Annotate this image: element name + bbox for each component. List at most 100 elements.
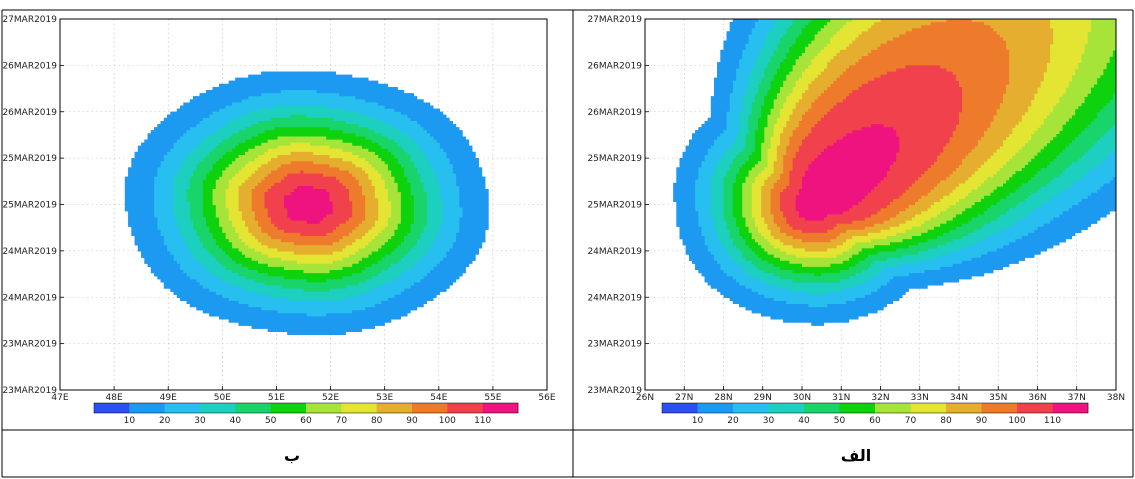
panel-caption-ba: ب	[284, 446, 300, 465]
x-tick-label: 50E	[214, 393, 231, 403]
colorbar-tick-label: 40	[230, 416, 242, 426]
colorbar-frame	[661, 402, 1089, 414]
y-tick-label: 26MAR2019	[587, 108, 642, 118]
x-tick-label: 51E	[268, 393, 285, 403]
y-tick-label: 24MAR2019	[587, 247, 642, 257]
colorbar-swatch	[839, 403, 876, 413]
colorbar-tick-label: 60	[300, 416, 312, 426]
colorbar-tick-label: 20	[159, 416, 171, 426]
x-tick-label: 52E	[322, 393, 339, 403]
x-tick-label: 53E	[376, 393, 393, 403]
x-tick-label: 28N	[714, 393, 732, 403]
x-tick-label: 35N	[989, 393, 1007, 403]
colorbar-swatch	[447, 403, 483, 413]
y-tick-label: 23MAR2019	[587, 386, 642, 396]
colorbar-swatch	[200, 403, 236, 413]
colorbar-frame	[93, 402, 519, 414]
colorbar-swatch	[376, 403, 413, 413]
colorbar-tick-label: 70	[905, 416, 917, 426]
y-tick-label: 25MAR2019	[587, 201, 642, 211]
y-tick-label: 25MAR2019	[587, 154, 642, 164]
x-tick-label: 33N	[911, 393, 929, 403]
x-tick-label: 30N	[793, 393, 811, 403]
y-tick-label: 27MAR2019	[2, 15, 57, 25]
chart-panel-alef: 26N 27N 28N 29N 30N 31N 32N 33N 34N 35N 36N 37N 38N 2…	[587, 15, 1125, 426]
x-tick-label: 32N	[871, 393, 889, 403]
colorbar-swatch	[164, 403, 201, 413]
colorbar-swatch	[697, 403, 734, 413]
colorbar-swatch	[412, 403, 448, 413]
y-tick-label: 23MAR2019	[2, 340, 57, 350]
colorbar-swatch	[981, 403, 1018, 413]
panel-caption-alef: الف	[841, 446, 872, 465]
colorbar-swatch	[1017, 403, 1053, 413]
colorbar-swatch	[733, 403, 769, 413]
colorbar-swatch	[306, 403, 342, 413]
y-tick-label: 23MAR2019	[587, 340, 642, 350]
y-tick-label: 24MAR2019	[2, 293, 57, 303]
colorbar-swatch	[270, 403, 307, 413]
colorbar-tick-label: 100	[439, 416, 456, 426]
colorbar-swatch	[946, 403, 982, 413]
y-tick-label: 26MAR2019	[2, 108, 57, 118]
colorbar-tick-label: 50	[834, 416, 846, 426]
x-tick-label: 49E	[160, 393, 177, 403]
x-tick-label: 38N	[1107, 393, 1125, 403]
colorbar-tick-label: 20	[727, 416, 739, 426]
colorbar-swatch	[910, 403, 947, 413]
colorbar-tick-label: 50	[265, 416, 277, 426]
colorbar-tick-label: 80	[940, 416, 952, 426]
colorbar-tick-label: 10	[124, 416, 136, 426]
x-tick-label: 37N	[1068, 393, 1086, 403]
colorbar-swatch	[94, 403, 130, 413]
colorbar-swatch	[1052, 403, 1089, 413]
colorbar-tick-label: 90	[976, 416, 988, 426]
colorbar-swatch	[662, 403, 698, 413]
colorbar: 10 20 30 40 50 60 70 80 90 100 110	[661, 402, 1089, 426]
y-tick-label: 24MAR2019	[587, 293, 642, 303]
y-tick-label: 26MAR2019	[2, 61, 57, 71]
chart-panel-ba: 47E 48E 49E 50E 51E 52E 53E 54E 55E 56E 23MAR2019 2…	[2, 15, 555, 426]
colorbar-swatch	[129, 403, 165, 413]
x-tick-label: 47E	[51, 393, 68, 403]
x-tick-label: 34N	[950, 393, 968, 403]
x-tick-label: 36N	[1028, 393, 1046, 403]
contour-band	[795, 124, 900, 221]
x-tick-label: 26N	[636, 393, 654, 403]
y-tick-label: 27MAR2019	[587, 15, 642, 25]
colorbar-swatch	[482, 403, 519, 413]
y-tick-label: 24MAR2019	[2, 247, 57, 257]
colorbar-swatch	[768, 403, 805, 413]
colorbar-tick-label: 100	[1008, 416, 1025, 426]
y-tick-label: 26MAR2019	[587, 61, 642, 71]
colorbar-swatch	[235, 403, 271, 413]
colorbar: 10 20 30 40 50 60 70 80 90 100 110	[93, 402, 519, 426]
colorbar-tick-label: 10	[692, 416, 704, 426]
x-tick-label: 27N	[675, 393, 693, 403]
y-tick-label: 25MAR2019	[2, 154, 57, 164]
colorbar-swatch	[341, 403, 377, 413]
x-tick-label: 31N	[832, 393, 850, 403]
colorbar-tick-label: 110	[1044, 416, 1061, 426]
colorbar-tick-label: 110	[474, 416, 491, 426]
contour-band	[284, 186, 333, 224]
y-tick-label: 23MAR2019	[2, 386, 57, 396]
colorbar-tick-label: 30	[763, 416, 775, 426]
contour-fill-group	[124, 71, 489, 335]
x-tick-label: 56E	[538, 393, 555, 403]
colorbar-tick-label: 60	[869, 416, 881, 426]
x-tick-label: 48E	[106, 393, 123, 403]
colorbar-swatch	[804, 403, 840, 413]
x-tick-label: 54E	[430, 393, 447, 403]
colorbar-swatch	[875, 403, 911, 413]
colorbar-tick-label: 70	[336, 416, 348, 426]
x-tick-label: 29N	[754, 393, 772, 403]
y-tick-label: 25MAR2019	[2, 201, 57, 211]
x-tick-label: 55E	[484, 393, 501, 403]
colorbar-tick-label: 40	[798, 416, 810, 426]
colorbar-tick-label: 90	[406, 416, 418, 426]
colorbar-tick-label: 80	[371, 416, 383, 426]
contour-fill-group	[673, 19, 1116, 326]
colorbar-tick-label: 30	[194, 416, 206, 426]
